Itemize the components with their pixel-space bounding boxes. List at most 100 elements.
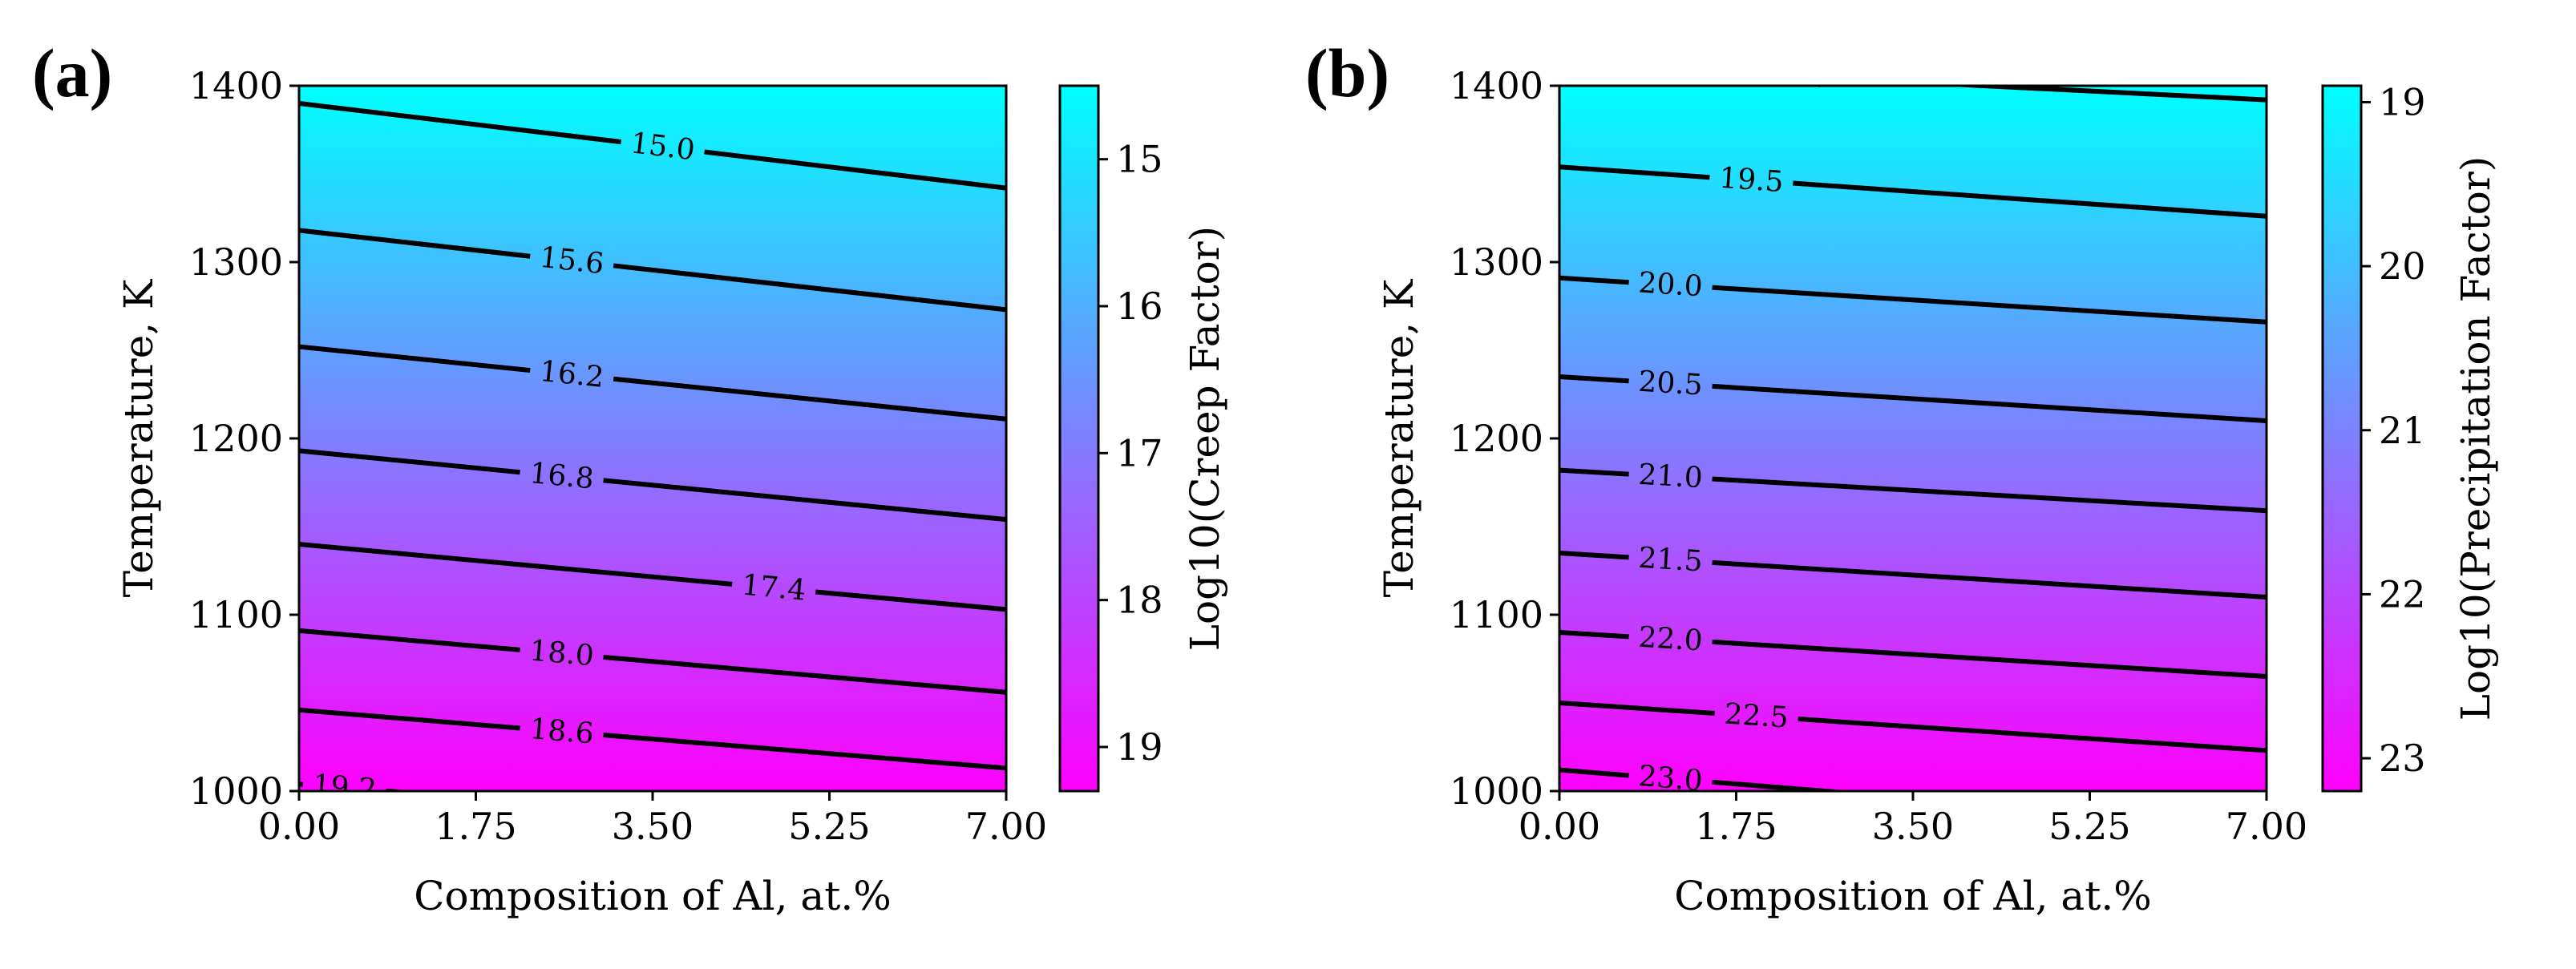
panel-a-contour-line-1 xyxy=(299,228,531,259)
panel-b-contour-line-0-b xyxy=(1935,86,2267,103)
panel-b-contour-line-1-b xyxy=(1793,180,2267,219)
panel-b-contour-line-7 xyxy=(1559,701,1715,717)
panel-b-y-tick-label: 1100 xyxy=(1450,593,1543,636)
panel-b-x-tick-label: 3.50 xyxy=(1872,805,1954,848)
panel-a-contours: 15.0 15.6 16.2 16.8 17.4 18.0 18.6 19.2 xyxy=(299,101,1006,806)
panel-a-contour-label-3: 16.8 xyxy=(528,457,596,496)
panel-a-contour-line-1-b xyxy=(613,263,1006,313)
panel-b-contour-label-6: 22.0 xyxy=(1637,621,1704,658)
panel-b-colorbar-ticks: 19 20 21 22 23 xyxy=(2361,80,2426,780)
panel-a-contour-line-2-b xyxy=(613,376,1006,422)
panel-b-contour-line-4-b xyxy=(1712,476,2267,514)
panel-b-contour-label-4: 21.0 xyxy=(1637,458,1703,495)
panel-b-colorbar-tick-label: 22 xyxy=(2379,572,2426,616)
panel-b-contour-label-0: 19.0 xyxy=(1764,59,1830,95)
panel-b-colorbar-label: Log10(Precipitation Factor) xyxy=(2453,156,2499,721)
panel-a-colorbar-tick-label: 15 xyxy=(1116,138,1163,181)
panel-b-contour-label-2: 20.0 xyxy=(1637,266,1704,303)
panel-a: (a) 15.0 15.6 16.2 16.8 17.4 18.0 18.6 19.2 0.0… xyxy=(32,34,1228,919)
panel-a-x-tick-label: 5.25 xyxy=(788,805,870,848)
panel-b-contour-line-5 xyxy=(1559,551,1629,560)
panel-a-colorbar-tick-label: 19 xyxy=(1116,725,1163,769)
panel-b-x-axis-label: Composition of Al, at.% xyxy=(1674,873,2152,919)
panel-b-contour-label-3: 20.5 xyxy=(1637,365,1704,402)
panel-b-y-axis-label: Temperature, K xyxy=(1376,278,1422,597)
panel-a-contour-label-4: 17.4 xyxy=(740,569,807,608)
panel-b-colorbar xyxy=(2323,86,2361,791)
panel-b-contour-line-8 xyxy=(1559,767,1629,778)
panel-b-contour-label-5: 21.5 xyxy=(1637,542,1704,579)
panel-a-y-tick-label: 1100 xyxy=(189,593,283,636)
panel-a-colorbar-tick-label: 18 xyxy=(1116,579,1163,622)
panel-b-x-tick-label: 0.00 xyxy=(1519,805,1600,848)
panel-a-y-tick-label: 1200 xyxy=(189,417,283,460)
panel-b-contour-label-7: 22.5 xyxy=(1723,697,1789,734)
panel-b-contour-line-1 xyxy=(1559,164,1710,180)
panel-a-contour-label-2: 16.2 xyxy=(538,355,605,394)
panel-b-contour-label-8: 23.0 xyxy=(1637,760,1704,797)
panel-b-contour-label-1: 19.5 xyxy=(1718,162,1785,199)
panel-b-colorbar-tick-label: 20 xyxy=(2379,244,2426,288)
panel-b-colorbar-tick-label: 21 xyxy=(2379,409,2426,452)
panel-b-x-tick-label: 1.75 xyxy=(1695,805,1777,848)
panel-a-contour-line-5 xyxy=(299,628,520,652)
panel-a-y-axis-label: Temperature, K xyxy=(115,278,162,597)
panel-b-x-ticks: 0.00 1.75 3.50 5.25 7.00 xyxy=(1519,791,2307,848)
panel-a-contour-line-4-b xyxy=(815,589,1006,612)
panel-b-contour-line-7-b xyxy=(1798,717,2267,753)
panel-b-colorbar-tick-label: 23 xyxy=(2379,737,2426,780)
panel-b-contour-line-2-b xyxy=(1712,285,2267,325)
panel-a-x-axis-label: Composition of Al, at.% xyxy=(414,873,892,919)
panel-a-colorbar-frame xyxy=(1058,84,1100,793)
panel-b-contour-line-6 xyxy=(1559,630,1629,640)
panel-b-contour-line-3-b xyxy=(1712,383,2267,423)
panel-b-label: (b) xyxy=(1305,34,1389,111)
panel-a-colorbar xyxy=(1060,86,1098,791)
panel-b-y-tick-label: 1400 xyxy=(1450,64,1543,107)
panel-a-contour-line-0-b xyxy=(704,149,1006,191)
panel-b-contour-line-2 xyxy=(1559,275,1629,285)
panel-a-y-tick-label: 1000 xyxy=(189,769,283,813)
panel-b-contour-line-6-b xyxy=(1712,639,2267,679)
panel-a-contour-line-0 xyxy=(299,101,621,145)
panel-a-x-tick-label: 1.75 xyxy=(435,805,516,848)
panel-a-contour-line-4 xyxy=(299,542,733,587)
panel-a-contour-label-1: 15.6 xyxy=(538,241,605,281)
panel-a-label: (a) xyxy=(32,34,112,111)
panel-a-plot-area xyxy=(299,86,1006,791)
panel-b-y-tick-label: 1300 xyxy=(1450,240,1543,284)
panel-a-contour-line-5-b xyxy=(603,654,1006,695)
panel-a-contour-line-3-b xyxy=(603,478,1006,523)
panel-a-contour-line-2 xyxy=(299,344,531,373)
panel-a-colorbar-label: Log10(Creep Factor) xyxy=(1182,226,1228,651)
panel-b-colorbar-tick-label: 19 xyxy=(2379,80,2426,123)
panel-b-x-tick-label: 5.25 xyxy=(2048,805,2130,848)
panel-a-x-tick-label: 3.50 xyxy=(612,805,694,848)
panel-b-x-tick-label: 7.00 xyxy=(2226,805,2307,848)
panel-b-y-tick-label: 1000 xyxy=(1450,769,1543,813)
panel-b-y-tick-label: 1200 xyxy=(1450,417,1543,460)
panel-a-y-tick-label: 1300 xyxy=(189,240,283,284)
panel-a-x-tick-label: 0.00 xyxy=(258,805,340,848)
panel-b-colorbar-frame xyxy=(2321,84,2363,793)
panel-b-plot-area xyxy=(1559,86,2267,791)
panel-b-contour-line-3 xyxy=(1559,374,1629,384)
panel-a-contour-label-0: 15.0 xyxy=(629,127,696,167)
panel-a-contour-label-6: 18.6 xyxy=(528,713,595,750)
panel-a-contour-label-5: 18.0 xyxy=(528,634,595,672)
panel-b-contour-line-8-b xyxy=(1712,779,1855,791)
panel-a-colorbar-tick-label: 17 xyxy=(1116,431,1163,474)
panel-a-contour-line-6 xyxy=(299,707,520,731)
panel-a-contour-line-3 xyxy=(299,448,520,475)
panel-a-contour-line-6-b xyxy=(603,733,1006,771)
panel-a-colorbar-ticks: 15 16 17 18 19 xyxy=(1098,138,1163,769)
panel-b: (b) 19.0 19.5 20.0 20.5 21.0 21.5 22.0 22.5 23.0… xyxy=(1305,34,2499,919)
panel-a-colorbar-tick-label: 16 xyxy=(1116,285,1163,328)
panel-a-x-tick-label: 7.00 xyxy=(965,805,1047,848)
panel-b-y-ticks: 1000 1100 1200 1300 1400 xyxy=(1450,64,1559,813)
panel-b-contour-line-5-b xyxy=(1712,559,2267,600)
panel-b-contour-line-4 xyxy=(1559,467,1629,477)
panel-a-contour-label-7: 19.2 xyxy=(311,769,378,806)
panel-b-contours: 19.0 19.5 20.0 20.5 21.0 21.5 22.0 22.5 23.0 xyxy=(1559,59,2267,797)
